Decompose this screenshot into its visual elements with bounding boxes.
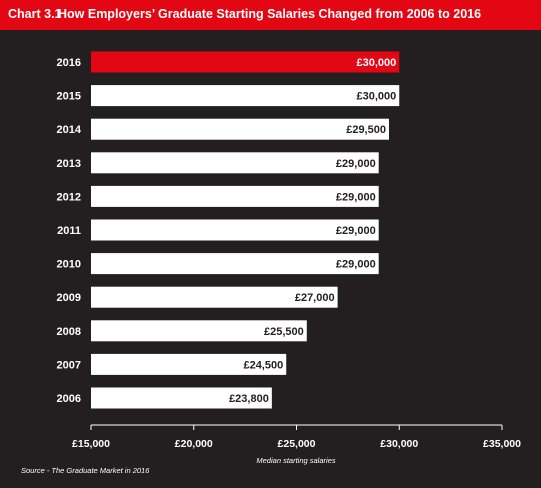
data-label: £30,000 — [356, 91, 396, 103]
data-label: £23,800 — [229, 393, 269, 405]
x-tick-label: £30,000 — [380, 438, 418, 450]
data-label: £29,000 — [336, 191, 376, 203]
category-label: 2008 — [57, 326, 81, 338]
x-tick-label: £35,000 — [483, 438, 521, 450]
data-label: £29,000 — [336, 225, 376, 237]
category-label: 2007 — [57, 359, 81, 371]
data-label: £29,000 — [336, 259, 376, 271]
chart-title: How Employers’ Graduate Starting Salarie… — [58, 7, 482, 21]
x-tick-label: £15,000 — [72, 438, 110, 450]
bar — [91, 219, 379, 241]
source-note: Source - The Graduate Market in 2016 — [21, 466, 150, 475]
category-label: 2016 — [57, 57, 81, 69]
x-tick-label: £25,000 — [278, 438, 316, 450]
bar — [91, 51, 400, 73]
category-label: 2009 — [57, 292, 81, 304]
data-label: £29,500 — [346, 124, 386, 136]
chart-number: Chart 3.1 — [8, 7, 62, 21]
category-label: 2010 — [57, 259, 81, 271]
bar — [91, 387, 272, 409]
bar — [91, 118, 389, 140]
bar — [91, 353, 287, 375]
x-axis-label: Median starting salaries — [256, 456, 335, 465]
bar — [91, 85, 400, 107]
data-label: £25,500 — [264, 326, 304, 338]
title-bar: Chart 3.1 How Employers’ Graduate Starti… — [0, 0, 541, 30]
category-label: 2006 — [57, 393, 81, 405]
x-tick-label: £20,000 — [175, 438, 213, 450]
bar — [91, 185, 379, 207]
data-label: £27,000 — [295, 292, 335, 304]
bar — [91, 286, 338, 308]
category-label: 2015 — [57, 91, 81, 103]
category-label: 2014 — [57, 124, 82, 136]
bar — [91, 152, 379, 174]
data-label: £24,500 — [243, 359, 283, 371]
data-label: £29,000 — [336, 158, 376, 170]
category-label: 2013 — [57, 158, 81, 170]
category-label: 2011 — [57, 225, 81, 237]
category-label: 2012 — [57, 191, 81, 203]
bar — [91, 320, 307, 342]
bar — [91, 253, 379, 275]
data-label: £30,000 — [356, 57, 396, 69]
